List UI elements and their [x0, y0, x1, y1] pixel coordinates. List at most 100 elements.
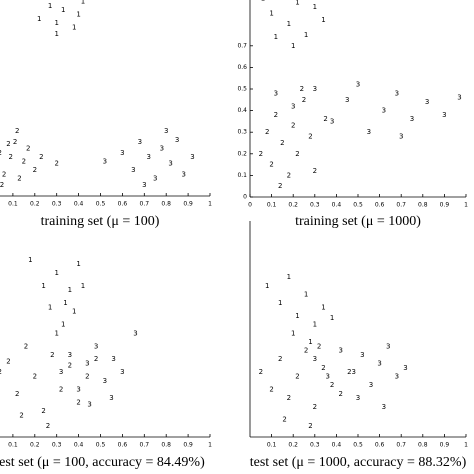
point: 1	[72, 308, 76, 316]
point: 2	[308, 422, 312, 430]
point: 2	[26, 144, 30, 152]
point: 3	[109, 394, 113, 402]
x-tick-label: 0.3	[52, 201, 62, 208]
y-tick-label: 0	[243, 194, 247, 201]
point: 3	[153, 175, 157, 183]
point: 1	[321, 303, 325, 311]
x-tick-label: 0.7	[140, 201, 150, 208]
point: 1	[308, 338, 312, 346]
point: 3	[442, 111, 446, 119]
point: 3	[146, 153, 150, 161]
point: 2	[50, 351, 54, 359]
point: 2	[287, 394, 291, 402]
x-tick-label: 0.4	[74, 201, 84, 208]
point: 2	[338, 390, 342, 398]
point: 2	[269, 161, 273, 169]
point: 2	[321, 364, 325, 372]
x-tick-label: 0.3	[310, 442, 320, 449]
point: 1	[54, 329, 58, 337]
x-tick-label: 0.1	[267, 202, 277, 209]
point: 3	[330, 117, 334, 125]
point: 1	[261, 0, 265, 2]
point: 2	[17, 175, 21, 183]
point: 1	[54, 30, 58, 38]
x-axis-label: training set (μ = 100)	[41, 214, 160, 229]
point: 2	[259, 368, 263, 376]
point: 3	[356, 81, 360, 89]
point: 3	[94, 342, 98, 350]
x-tick-label: 0.6	[118, 442, 128, 449]
point: 2	[41, 407, 45, 415]
y-tick-label: 0.3	[237, 129, 247, 136]
x-axis-label: test set (μ = 100, accuracy = 84.49%)	[0, 455, 205, 470]
point: 1	[54, 269, 58, 277]
point: 1	[304, 290, 308, 298]
point: 2	[0, 368, 2, 376]
point: 1	[54, 19, 58, 27]
x-tick-label: 0.2	[30, 442, 40, 449]
x-tick-label: 0.9	[183, 201, 193, 208]
point: 1	[61, 6, 65, 14]
point: 2	[278, 355, 282, 363]
point: 3	[76, 385, 80, 393]
point: 1	[291, 42, 295, 50]
y-tick-label: 0.6	[237, 64, 247, 71]
point: 2	[54, 160, 58, 168]
point: 2	[24, 342, 28, 350]
y-tick-label: 0.4	[237, 107, 247, 114]
x-tick-label: 0.9	[183, 442, 193, 449]
point: 1	[278, 299, 282, 307]
x-tick-label: 1	[464, 202, 468, 209]
x-tick-label: 0.3	[52, 442, 62, 449]
point: 2	[76, 398, 80, 406]
point: 2	[6, 357, 10, 365]
point: 2	[68, 362, 72, 370]
point: 1	[68, 0, 72, 1]
point: 2	[15, 390, 19, 398]
point: 3	[395, 89, 399, 97]
point: 2	[300, 85, 304, 93]
point: 3	[395, 373, 399, 381]
point: 1	[291, 329, 295, 337]
point: 3	[410, 115, 414, 123]
point: 3	[291, 102, 295, 110]
x-tick-label: 1	[464, 442, 468, 449]
point: 3	[175, 136, 179, 144]
x-tick-label: 0.8	[418, 442, 428, 449]
point: 3	[160, 144, 164, 152]
x-tick-label: 0.6	[375, 442, 385, 449]
point: 3	[369, 381, 373, 389]
point: 1	[28, 256, 32, 264]
point: 1	[37, 15, 41, 23]
point: 3	[120, 368, 124, 376]
point: 2	[0, 149, 2, 157]
x-axis-label: training set (μ = 1000)	[295, 214, 421, 229]
x-tick-label: 0.7	[396, 442, 406, 449]
point: 2	[269, 385, 273, 393]
point: 1	[287, 20, 291, 28]
x-tick-label: 0.5	[353, 442, 363, 449]
x-tick-label: 0.5	[96, 201, 106, 208]
point: 2	[8, 153, 12, 161]
x-tick-label: 0.4	[332, 202, 342, 209]
point: 3	[87, 401, 91, 409]
x-tick-label: 0.8	[161, 201, 171, 208]
point: 3	[345, 96, 349, 104]
x-tick-label: 0.2	[288, 442, 298, 449]
point: 1	[63, 299, 67, 307]
point: 1	[48, 2, 52, 10]
point: 1	[274, 33, 278, 41]
x-tick-label: 1	[208, 442, 212, 449]
point: 1	[330, 314, 334, 322]
point: 2	[22, 157, 26, 165]
x-tick-label: 0.5	[353, 202, 363, 209]
point: 2	[280, 139, 284, 147]
point: 2	[304, 347, 308, 355]
point: 2	[39, 153, 43, 161]
point: 3	[326, 373, 330, 381]
point: 3	[367, 128, 371, 136]
point: 3	[181, 170, 185, 178]
point: 3	[274, 89, 278, 97]
point: 3	[164, 127, 168, 135]
